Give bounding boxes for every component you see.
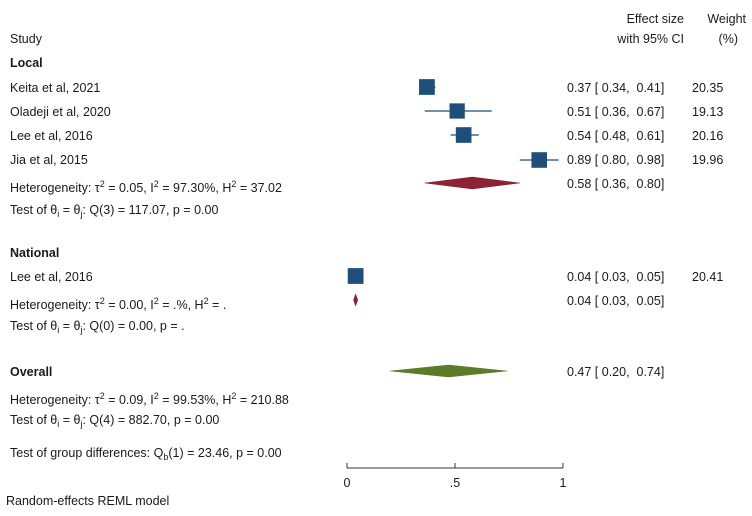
study-weight: 20.16 — [692, 129, 724, 143]
test-theta-overall: Test of θi = θj: Q(4) = 882.70, p = 0.00 — [10, 413, 220, 429]
study-square — [347, 268, 364, 284]
summary-effect-text-overall: 0.47 [ 0.20, 0.74] — [567, 365, 665, 379]
study-effect-text: 0.54 [ 0.48, 0.61] — [567, 129, 665, 143]
study-effect-text: 0.51 [ 0.36, 0.67] — [567, 105, 665, 119]
summary-effect-text-national: 0.04 [ 0.03, 0.05] — [567, 294, 665, 308]
summary-diamond-local — [424, 176, 520, 190]
summary-effect-text-local: 0.58 [ 0.36, 0.80] — [567, 177, 665, 191]
study-label: Keita et al, 2021 — [10, 81, 101, 95]
heterogeneity-national: Heterogeneity: τ2 = 0.00, I2 = .%, H2 = … — [10, 296, 227, 312]
study-square — [455, 127, 472, 143]
study-weight: 19.13 — [692, 105, 724, 119]
summary-diamond-overall — [390, 364, 507, 378]
test-theta-local: Test of θi = θj: Q(3) = 117.07, p = 0.00 — [10, 203, 219, 219]
study-label: Lee et al, 2016 — [10, 129, 93, 143]
study-effect-text: 0.04 [ 0.03, 0.05] — [567, 270, 665, 284]
study-square — [419, 79, 435, 95]
header-study-label: Study — [10, 32, 42, 46]
header-weight-unit: (%) — [718, 32, 738, 46]
study-square — [449, 103, 465, 119]
study-label: Lee et al, 2016 — [10, 270, 93, 284]
axis-tick-label: .5 — [449, 476, 461, 490]
study-square — [531, 152, 548, 168]
study-weight: 20.41 — [692, 270, 724, 284]
study-weight: 19.96 — [692, 153, 724, 167]
header-ci-label: with 95% CI — [617, 32, 684, 46]
group-title-overall: Overall — [10, 365, 53, 379]
heterogeneity-local: Heterogeneity: τ2 = 0.05, I2 = 97.30%, H… — [10, 179, 282, 195]
axis-tick-label: 0 — [343, 476, 351, 490]
model-footnote: Random-effects REML model — [6, 494, 170, 508]
heterogeneity-overall: Heterogeneity: τ2 = 0.09, I2 = 99.53%, H… — [10, 391, 289, 407]
study-effect-text: 0.89 [ 0.80, 0.98] — [567, 153, 665, 167]
group-title-local: Local — [10, 56, 43, 70]
group-title-national: National — [10, 246, 60, 260]
study-effect-text: 0.37 [ 0.34, 0.41] — [567, 81, 665, 95]
header-weight-label: Weight — [707, 12, 746, 26]
test-theta-national: Test of θi = θj: Q(0) = 0.00, p = . — [10, 319, 185, 335]
axis-tick-label: 1 — [559, 476, 567, 490]
study-weight: 20.35 — [692, 81, 724, 95]
header-effect-size-label: Effect size — [626, 12, 684, 26]
summary-diamond-national — [353, 293, 359, 307]
study-label: Oladeji et al, 2020 — [10, 105, 111, 119]
test-group-differences: Test of group differences: Qb(1) = 23.46… — [10, 446, 282, 462]
study-label: Jia et al, 2015 — [10, 153, 88, 167]
